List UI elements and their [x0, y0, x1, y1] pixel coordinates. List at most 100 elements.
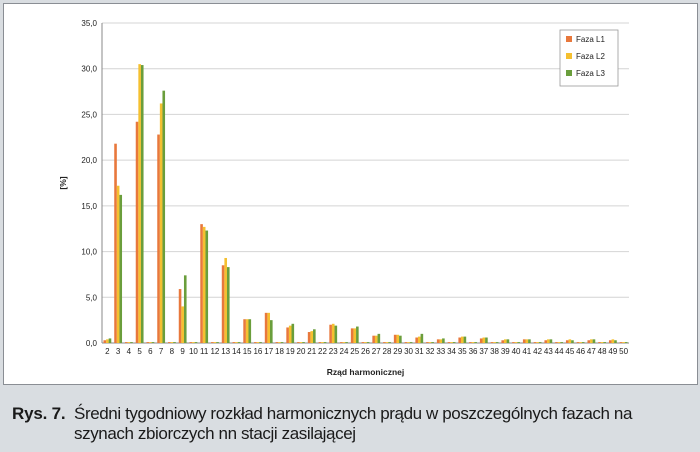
x-tick-label: 50 — [619, 347, 628, 356]
x-tick-label: 27 — [372, 347, 381, 356]
bar — [151, 342, 155, 343]
bar — [181, 306, 184, 343]
bar — [211, 342, 214, 343]
bar — [536, 342, 539, 343]
x-tick-label: 12 — [210, 347, 219, 356]
x-tick-label: 34 — [447, 347, 456, 356]
bar — [428, 342, 432, 343]
bar — [624, 342, 628, 343]
bar — [460, 336, 464, 343]
bar — [557, 342, 561, 343]
x-tick-label: 25 — [350, 347, 359, 356]
x-tick-label: 9 — [180, 347, 185, 356]
bar — [183, 275, 187, 343]
bar — [267, 312, 271, 343]
bar — [565, 340, 569, 343]
y-tick-label: 25,0 — [81, 110, 97, 119]
bar — [581, 342, 585, 343]
bar — [256, 342, 260, 343]
bar — [409, 342, 413, 343]
x-tick-label: 10 — [189, 347, 198, 356]
x-tick-label: 16 — [253, 347, 262, 356]
bar — [237, 342, 241, 343]
bar — [224, 257, 227, 343]
x-tick-label: 4 — [127, 347, 132, 356]
x-tick-label: 38 — [490, 347, 499, 356]
bar — [452, 342, 456, 343]
bar — [399, 335, 402, 343]
bar — [149, 342, 152, 343]
bar — [538, 342, 542, 343]
bar — [450, 342, 453, 343]
x-tick-label: 20 — [297, 347, 306, 356]
bar — [587, 340, 591, 343]
bar — [138, 64, 141, 343]
x-tick-label: 5 — [137, 347, 142, 356]
bar — [307, 332, 311, 343]
bar — [493, 342, 496, 343]
bar — [415, 337, 418, 343]
y-tick-label: 20,0 — [81, 156, 97, 165]
bar — [420, 333, 424, 343]
bar — [528, 339, 531, 343]
bar — [579, 342, 582, 343]
harmonics-bar-chart: 0,05,010,015,020,025,030,035,0[%]2 3 4 5 6 7 8… — [58, 19, 629, 377]
bar — [417, 336, 421, 343]
y-tick-label: 35,0 — [81, 19, 97, 28]
x-tick-label: 48 — [598, 347, 607, 356]
x-tick-label: 32 — [426, 347, 435, 356]
bar — [547, 339, 550, 343]
bar — [350, 328, 354, 343]
bar — [310, 331, 314, 343]
bar — [192, 342, 195, 343]
y-tick-label: 15,0 — [81, 202, 97, 211]
bar — [361, 342, 365, 343]
bar — [297, 342, 300, 343]
bar — [364, 342, 367, 343]
x-tick-label: 7 — [159, 347, 164, 356]
bar — [479, 338, 483, 343]
x-tick-label: 39 — [501, 347, 510, 356]
bar — [436, 339, 440, 343]
bar — [299, 342, 303, 343]
bar — [170, 342, 174, 343]
bar — [108, 338, 112, 343]
bar — [555, 342, 558, 343]
bar — [372, 335, 375, 343]
bar — [146, 342, 150, 343]
bar — [482, 337, 486, 343]
x-tick-label: 3 — [116, 347, 121, 356]
bar — [178, 289, 182, 343]
bar — [447, 342, 451, 343]
bar — [517, 342, 520, 343]
bar — [533, 342, 537, 343]
bar — [119, 194, 123, 343]
bar — [254, 342, 257, 343]
x-tick-label: 31 — [415, 347, 424, 356]
legend-label: Faza L1 — [576, 35, 605, 44]
bar — [329, 324, 332, 343]
x-tick-label: 44 — [555, 347, 564, 356]
bar — [213, 342, 217, 343]
bar — [194, 342, 198, 343]
bar — [202, 226, 206, 343]
bar — [353, 328, 357, 343]
x-tick-label: 24 — [340, 347, 349, 356]
bar — [286, 327, 289, 343]
bar — [426, 342, 429, 343]
bar — [504, 339, 507, 343]
x-tick-label: 41 — [522, 347, 531, 356]
bar — [342, 342, 346, 343]
bar — [216, 342, 219, 343]
bar — [366, 342, 370, 343]
y-tick-label: 0,0 — [86, 339, 98, 348]
bar — [235, 342, 238, 343]
bar — [114, 143, 117, 343]
bar — [501, 340, 505, 343]
bar — [439, 339, 443, 343]
bar — [525, 339, 529, 343]
bar — [396, 334, 400, 343]
bar — [323, 342, 327, 343]
bar — [463, 336, 467, 343]
